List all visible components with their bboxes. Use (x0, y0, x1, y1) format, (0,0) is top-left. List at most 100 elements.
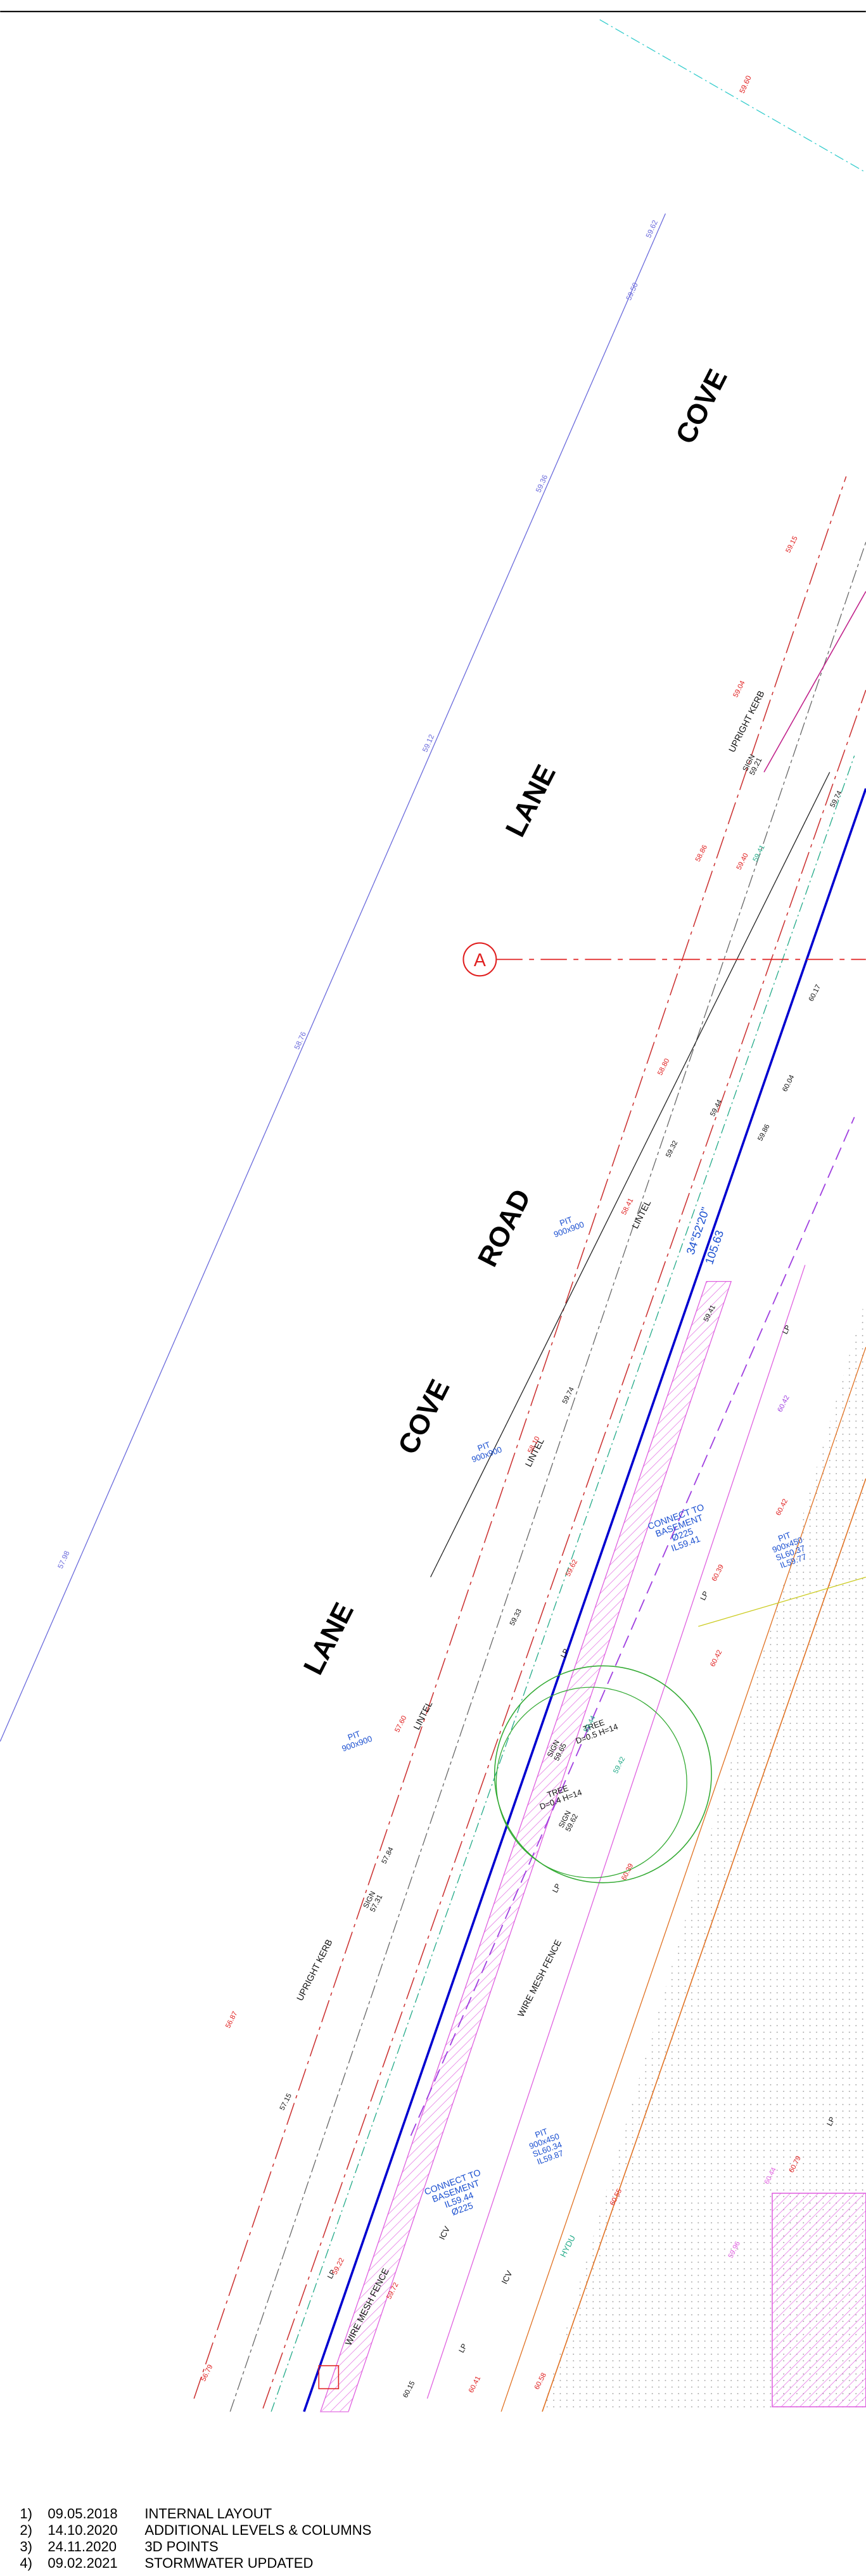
light-pole-text: LP (326, 2268, 337, 2280)
revision-description: INTERNAL LAYOUT (144, 2506, 272, 2522)
annotation: LINTEL (630, 1199, 653, 1230)
spot-level: 56.79 (200, 2364, 214, 2383)
boundary-level: 59.60 (738, 74, 753, 94)
annotation: ICV (437, 2224, 452, 2241)
light-pole-text: LP (781, 1323, 793, 1336)
light-pole-text: LP (825, 2115, 837, 2127)
edge-line (542, 1478, 866, 2412)
property-boundary (303, 788, 866, 2413)
light-pole-text: LP (551, 1882, 563, 1894)
spot-level-text: 60.04 (781, 1074, 796, 1093)
annotation-text: LINTEL (412, 1700, 435, 1731)
annotation-text: PIT (476, 1439, 492, 1453)
tree-canopy (493, 1665, 712, 1884)
spot-level: 59.86 (756, 1123, 771, 1142)
fence (426, 1265, 806, 2399)
annotation-text: ICV (437, 2224, 452, 2241)
spot-level-text: 59.22 (331, 2257, 346, 2276)
annotation-text: ICV (499, 2269, 514, 2285)
edge-line (763, 591, 866, 773)
spot-level-text: 59.62 (564, 1559, 579, 1578)
street-name-text: LANE (500, 760, 562, 841)
spot-level-text: 58.41 (620, 1197, 635, 1216)
edge-line (500, 1347, 866, 2412)
annotation: UPRIGHT KERB (727, 689, 767, 754)
spot-level: 58.80 (656, 1057, 671, 1076)
spot-level-text: 57.60 (393, 1714, 408, 1733)
boundary-level-text: 59.60 (738, 74, 753, 94)
light-pole-text: LP (699, 1590, 710, 1602)
annotation-text: WIRE MESH FENCE (516, 1938, 564, 2018)
light-pole: LP (551, 1882, 563, 1894)
spot-level-text: 59.32 (665, 1140, 679, 1159)
street-name: COVE (670, 364, 733, 449)
spot-level: 56.87 (224, 2010, 239, 2029)
boundary-level-text: 59.50 (625, 281, 640, 302)
revision-description: ADDITIONAL LEVELS & COLUMNS (144, 2522, 371, 2538)
spot-level: 59.32 (665, 1140, 679, 1159)
spot-level: 57.60 (393, 1714, 408, 1733)
spot-level: 57.84 (380, 1846, 395, 1865)
spot-level-text: 60.15 (402, 2380, 416, 2399)
spot-level: 60.42 (776, 1394, 791, 1413)
boundary-line (0, 213, 666, 1742)
boundary-line (599, 19, 866, 173)
light-pole-text: LP (457, 2342, 469, 2354)
boundary-level: 59.50 (625, 281, 640, 302)
spot-level-text: 59.04 (732, 680, 746, 699)
boundary-level-text: 59.12 (421, 733, 436, 753)
spot-level: 59.62 (564, 1559, 579, 1578)
spot-level: 57.15 (279, 2093, 293, 2112)
linework (0, 11, 866, 2413)
revision-number: 4) (20, 2555, 32, 2571)
boundary-level-text: 57.98 (56, 1550, 72, 1570)
annotation-text: PIT (777, 1530, 792, 1543)
street-name-text: COVE (670, 364, 733, 449)
kerb-line (271, 755, 855, 2412)
spot-level-text: 57.84 (380, 1846, 395, 1865)
revision-description: STORMWATER UPDATED (144, 2555, 313, 2571)
light-pole: LP (825, 2115, 837, 2127)
spot-level-text: 59.15 (784, 535, 799, 554)
boundary-level: 57.98 (56, 1550, 72, 1570)
spot-level: 59.41 (751, 844, 766, 863)
revision-date: 09.02.2021 (48, 2555, 117, 2571)
annotation: WIRE MESH FENCE (516, 1938, 564, 2018)
light-pole: LP (781, 1323, 793, 1336)
spot-level-text: 60.41 (468, 2375, 482, 2394)
spot-level-text: 59.41 (751, 844, 766, 863)
street-name: LANE (500, 760, 562, 841)
spot-level: 59.22 (331, 2257, 346, 2276)
spot-level: 59.74 (829, 789, 843, 808)
spot-level: 59.40 (735, 852, 750, 871)
spot-level: 58.86 (694, 844, 709, 863)
spot-level: 58.41 (620, 1197, 635, 1216)
spot-level-text: 58.80 (656, 1057, 671, 1076)
section-circle (462, 942, 497, 977)
spot-level-text: 59.44 (709, 1099, 723, 1118)
pit-box (318, 2365, 340, 2390)
spot-level: 59.15 (784, 535, 799, 554)
spot-level-text: 60.42 (709, 1649, 723, 1668)
street-name-text: COVE (392, 1375, 455, 1460)
spot-level: 59.33 (509, 1608, 523, 1627)
light-pole-text: LP (559, 1647, 571, 1659)
light-pole: LP (326, 2268, 337, 2280)
services-line (410, 1116, 855, 2136)
spot-level: 60.04 (781, 1074, 796, 1093)
annotation-text: UPRIGHT KERB (295, 1938, 335, 2003)
revision-number: 1) (20, 2506, 32, 2522)
edge-line (430, 772, 831, 1578)
annotation-text: UPRIGHT KERB (727, 689, 767, 754)
boundary-level-text: 59.62 (644, 219, 659, 239)
kerb-line (262, 689, 866, 2409)
boundary-level-text: 59.36 (534, 474, 549, 494)
annotation: ICV (499, 2269, 514, 2285)
annotation: LINTEL (412, 1700, 435, 1731)
spot-level: 60.42 (709, 1649, 723, 1668)
